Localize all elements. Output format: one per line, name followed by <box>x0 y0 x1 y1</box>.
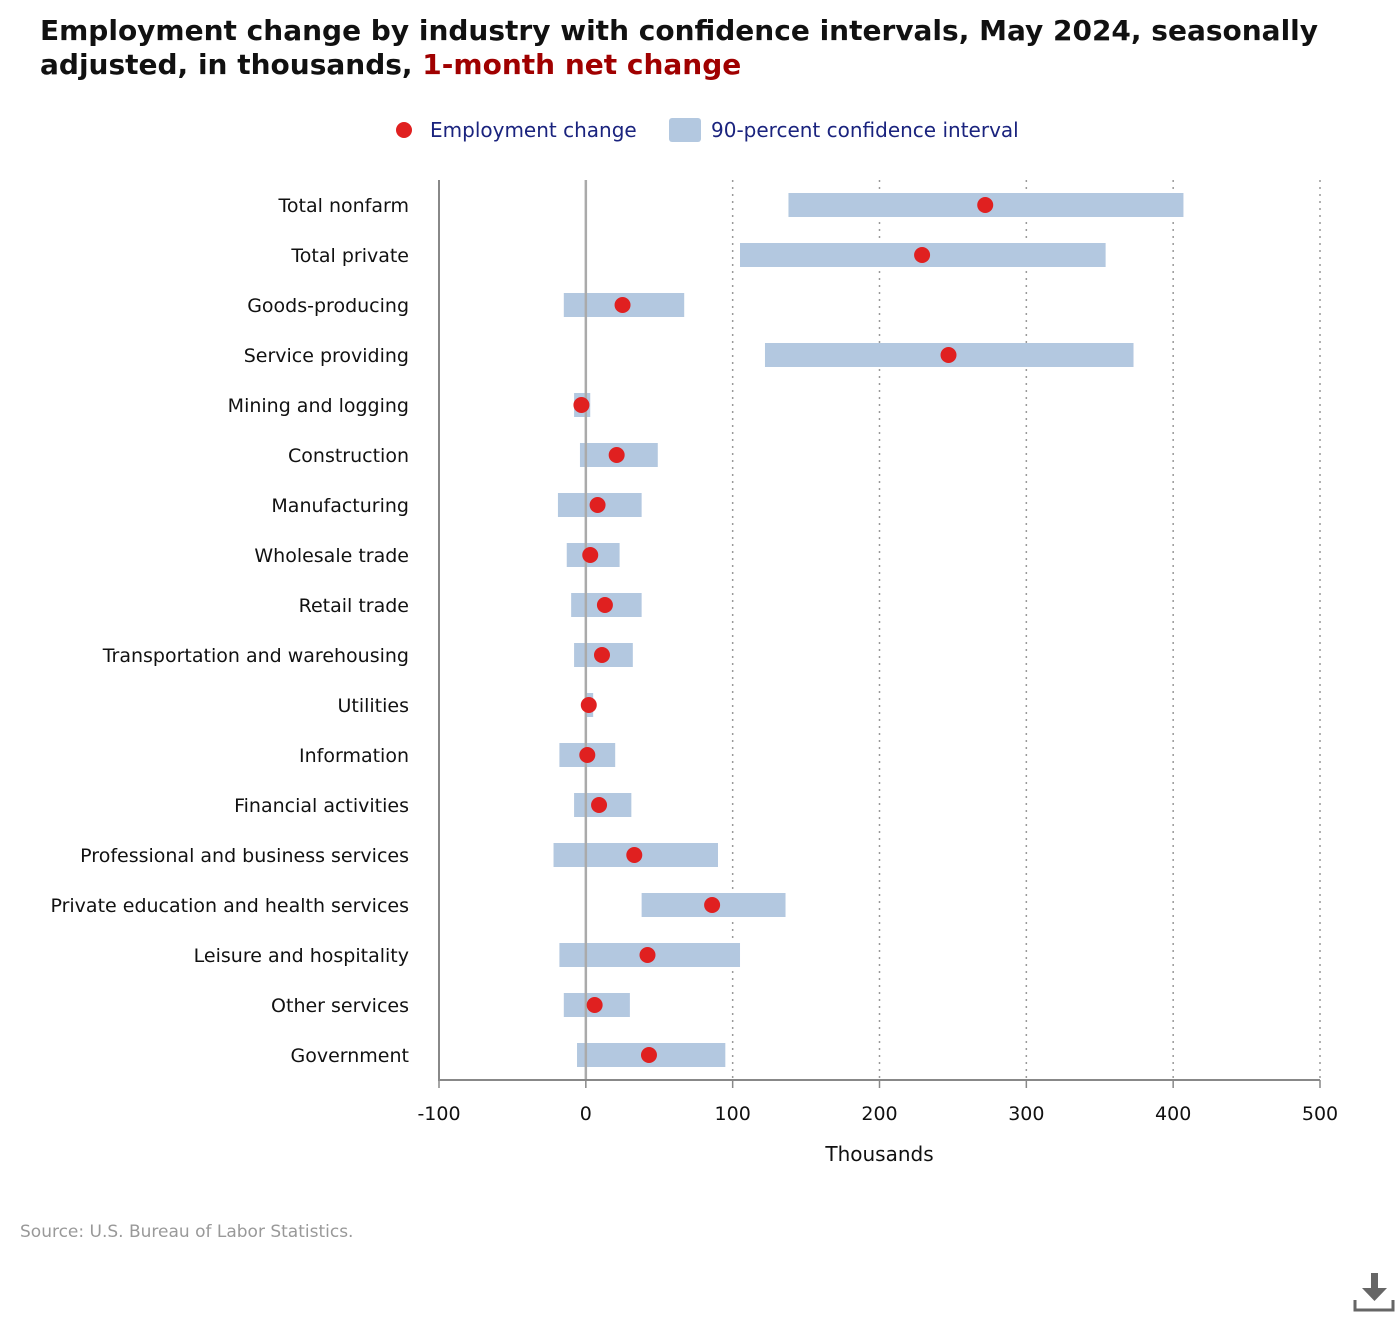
category-label: Total nonfarm <box>278 195 409 217</box>
chart-title-highlight: 1-month net change <box>422 48 742 81</box>
x-tick-label: 300 <box>1008 1103 1044 1125</box>
category-label: Mining and logging <box>228 395 409 417</box>
legend-item-employment-change[interactable]: Employment change <box>396 118 637 142</box>
employment-change-point <box>614 297 631 313</box>
category-label: Retail trade <box>299 595 409 617</box>
employment-change-point <box>914 247 931 263</box>
category-label: Professional and business services <box>80 845 409 867</box>
category-label: Other services <box>271 995 409 1017</box>
x-tick-label: 100 <box>715 1103 751 1125</box>
category-label: Construction <box>288 445 409 467</box>
legend-label-employment-change: Employment change <box>430 118 637 142</box>
category-label: Transportation and warehousing <box>102 645 409 667</box>
category-label: Total private <box>290 245 409 267</box>
legend-box-marker <box>669 118 701 142</box>
category-label: Financial activities <box>234 795 409 817</box>
legend-dot-marker <box>396 122 412 138</box>
category-label: Wholesale trade <box>254 545 409 567</box>
employment-change-point <box>573 397 590 413</box>
category-label: Private education and health services <box>50 895 409 917</box>
employment-change-point <box>640 1047 657 1063</box>
x-tick-label: 200 <box>861 1103 897 1125</box>
employment-change-point <box>591 797 608 813</box>
employment-change-point <box>704 897 721 913</box>
employment-change-point <box>940 347 957 363</box>
x-tick-label: 500 <box>1302 1103 1338 1125</box>
category-label: Information <box>299 745 409 767</box>
x-tick-label: 0 <box>580 1103 592 1125</box>
chart-title-main: Employment change by industry with confi… <box>40 14 1319 81</box>
category-label: Goods-producing <box>247 295 409 317</box>
employment-change-point <box>596 597 613 613</box>
x-axis-title: Thousands <box>824 1142 933 1166</box>
x-tick-label: 400 <box>1155 1103 1191 1125</box>
employment-change-point <box>608 447 625 463</box>
category-label: Government <box>291 1045 410 1067</box>
x-tick-label: -100 <box>417 1103 460 1125</box>
employment-change-point <box>582 547 599 563</box>
category-label: Service providing <box>244 345 409 367</box>
category-label: Manufacturing <box>271 495 409 517</box>
legend-label-confidence-interval: 90-percent confidence interval <box>711 118 1019 142</box>
employment-change-point <box>586 997 603 1013</box>
employment-change-point <box>639 947 656 963</box>
employment-change-point <box>580 697 597 713</box>
source-note: Source: U.S. Bureau of Labor Statistics. <box>20 1222 354 1242</box>
employment-change-point <box>589 497 606 513</box>
download-icon[interactable] <box>1352 1270 1396 1314</box>
chart-legend: Employment change 90-percent confidence … <box>0 118 1400 150</box>
employment-change-point <box>977 197 994 213</box>
employment-change-point <box>593 647 610 663</box>
chart-title: Employment change by industry with confi… <box>40 14 1360 82</box>
legend-item-confidence-interval[interactable]: 90-percent confidence interval <box>669 118 1019 142</box>
chart-plot: -100 0 100 200 300 400 500 Thousands Total nonfa… <box>50 180 1338 1166</box>
employment-change-point <box>579 747 596 763</box>
category-label: Leisure and hospitality <box>194 945 409 967</box>
category-label: Utilities <box>337 695 409 717</box>
employment-change-point <box>626 847 643 863</box>
